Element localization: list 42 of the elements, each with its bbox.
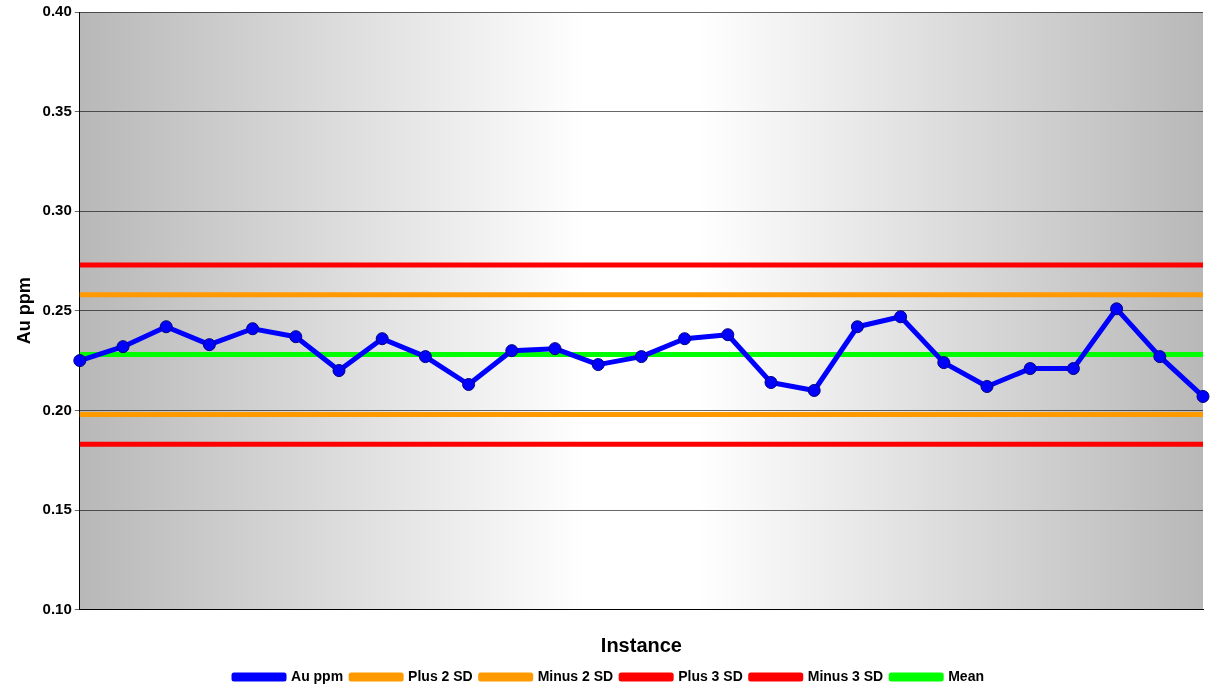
y-tick-label: 0.30: [42, 201, 72, 219]
x-axis-title: Instance: [600, 633, 682, 656]
y-tick-label: 0.20: [42, 400, 72, 418]
point: [289, 330, 303, 344]
point: [462, 378, 476, 391]
point: [850, 320, 864, 334]
point: [591, 358, 605, 372]
legend-label: Minus 3 SD: [807, 667, 884, 684]
point: [202, 338, 216, 352]
legend-label: Plus 2 SD: [408, 667, 473, 684]
y-tick-label: 0.35: [42, 101, 72, 119]
point: [764, 376, 778, 390]
point: [937, 356, 951, 370]
y-tick-label: 0.10: [42, 599, 72, 617]
point: [721, 328, 735, 342]
point: [980, 380, 994, 393]
y-tick-label: 0.40: [42, 2, 72, 20]
legend-label: Au ppm: [291, 667, 344, 684]
legend-label: Mean: [948, 667, 984, 684]
point: [505, 344, 519, 358]
point: [418, 350, 432, 364]
point: [548, 342, 562, 356]
point: [1110, 302, 1124, 316]
point: [159, 320, 173, 334]
point: [246, 322, 260, 336]
legend-label: Plus 3 SD: [678, 667, 743, 684]
y-axis-title: Au ppm: [13, 277, 34, 345]
point: [1023, 362, 1037, 376]
point: [894, 310, 908, 324]
point: [1153, 350, 1167, 364]
point: [807, 383, 821, 397]
y-tick-label: 0.15: [42, 500, 72, 518]
point: [678, 332, 692, 346]
point: [1066, 362, 1080, 376]
point: [1196, 389, 1210, 403]
point: [73, 354, 87, 368]
point: [634, 350, 648, 364]
y-tick-label: 0.25: [42, 300, 72, 318]
point: [116, 340, 130, 354]
point: [332, 364, 346, 378]
point: [375, 332, 389, 346]
legend-label: Minus 2 SD: [537, 667, 614, 684]
